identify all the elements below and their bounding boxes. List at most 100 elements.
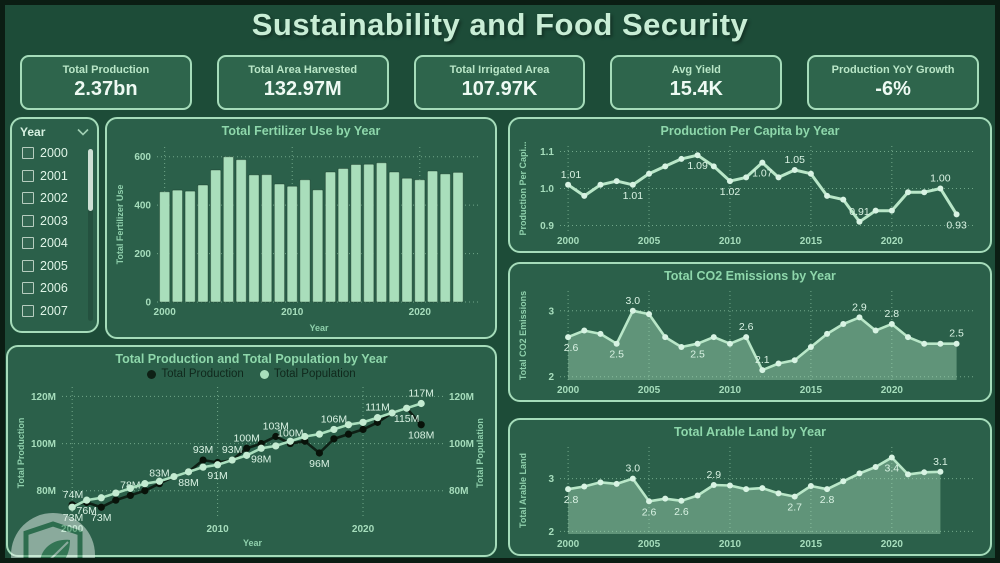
kpi-label: Total Area Harvested [248, 64, 358, 76]
svg-text:2010: 2010 [281, 307, 304, 318]
svg-text:2.6: 2.6 [642, 506, 657, 518]
checkbox-2002[interactable] [22, 192, 34, 205]
production-population-chart-panel: Total Production and Total Population by… [6, 345, 497, 557]
svg-text:2.6: 2.6 [564, 342, 579, 354]
svg-text:103M: 103M [263, 421, 289, 433]
slicer-item-2007[interactable]: 2007 [18, 300, 91, 323]
svg-text:2.8: 2.8 [885, 308, 900, 320]
kpi-value: -6% [875, 78, 911, 100]
svg-text:2015: 2015 [800, 385, 823, 396]
svg-text:100M: 100M [449, 439, 474, 450]
svg-text:1.01: 1.01 [561, 169, 582, 181]
series-co2 [565, 307, 960, 380]
svg-text:2010: 2010 [206, 524, 229, 535]
legend-item-total-population[interactable]: Total Population [259, 368, 356, 380]
svg-text:91M: 91M [207, 470, 227, 482]
slicer-header: Year [18, 124, 91, 142]
series-arable [565, 454, 944, 534]
svg-text:1.05: 1.05 [784, 154, 805, 166]
co2-emissions-chart-panel: Total CO2 Emissions by Year 2 3 2000 2005 20… [508, 262, 992, 402]
chevron-down-icon[interactable] [77, 128, 89, 136]
svg-text:100M: 100M [234, 432, 260, 444]
kpi-label: Total Irrigated Area [449, 64, 550, 76]
slicer-item-2006[interactable]: 2006 [18, 277, 91, 300]
svg-text:2.6: 2.6 [739, 321, 754, 333]
svg-text:2.9: 2.9 [852, 301, 867, 313]
kpi-card-total-production: Total Production 2.37bn [20, 55, 192, 110]
svg-text:2.5: 2.5 [690, 349, 705, 361]
svg-text:2000: 2000 [557, 385, 580, 396]
checkbox-2007[interactable] [22, 304, 34, 317]
svg-text:2.7: 2.7 [787, 502, 802, 514]
svg-text:2010: 2010 [719, 385, 742, 396]
svg-text:Total Fertilizer Use: Total Fertilizer Use [115, 185, 125, 265]
series-per_capita [565, 152, 960, 225]
svg-text:96M: 96M [309, 458, 329, 470]
svg-text:100M: 100M [277, 428, 303, 440]
svg-text:2005: 2005 [638, 236, 661, 247]
checkbox-2006[interactable] [22, 282, 34, 295]
kpi-label: Avg Yield [671, 64, 721, 76]
slicer-item-2005[interactable]: 2005 [18, 255, 91, 278]
checkbox-2001[interactable] [22, 169, 34, 182]
svg-text:0.9: 0.9 [540, 221, 554, 232]
legend-item-total-production[interactable]: Total Production [147, 368, 244, 380]
svg-text:2.5: 2.5 [609, 349, 624, 361]
svg-text:83M: 83M [149, 468, 169, 480]
slicer-scrollbar-thumb[interactable] [88, 149, 93, 211]
svg-text:200: 200 [134, 249, 151, 260]
data-labels: 2.8 3.0 2.6 2.6 2.9 2.7 2.8 3.4 3.1 [564, 456, 948, 519]
svg-text:Total Population: Total Population [475, 418, 485, 488]
kpi-label: Total Production [62, 64, 150, 76]
svg-text:1.09: 1.09 [687, 160, 708, 172]
slicer-item-2003[interactable]: 2003 [18, 210, 91, 233]
per-capita-chart: 0.9 1.0 1.1 2000 2005 2010 2015 2020 Production … [516, 139, 984, 253]
checkbox-2003[interactable] [22, 214, 34, 227]
slicer-item-2000[interactable]: 2000 [18, 142, 91, 165]
svg-text:0: 0 [145, 298, 151, 309]
slicer-item-2001[interactable]: 2001 [18, 165, 91, 188]
svg-text:3.4: 3.4 [885, 463, 900, 475]
svg-text:2000: 2000 [557, 539, 580, 550]
legend-label: Total Production [161, 368, 244, 380]
gridlines: 0 200 400 600 2000 2010 2020 [134, 147, 481, 318]
slicer-item-label: 2007 [40, 303, 68, 318]
kpi-card-production-yoy-growth: Production YoY Growth -6% [807, 55, 979, 110]
bars [159, 156, 464, 303]
slicer-item-2004[interactable]: 2004 [18, 232, 91, 255]
slicer-item-label: 2004 [40, 236, 68, 251]
kpi-row: Total Production 2.37bn Total Area Harve… [20, 55, 979, 110]
svg-text:74M: 74M [63, 489, 83, 501]
year-slicer[interactable]: Year 2000 2001 2002 2003 2004 2005 2006 2007 [10, 117, 99, 333]
svg-text:2000: 2000 [154, 307, 177, 318]
co2-emissions-chart: 2 3 2000 2005 2010 2015 2020 Total CO2 Emission… [516, 284, 984, 402]
svg-text:73M: 73M [91, 512, 111, 524]
svg-text:2.8: 2.8 [820, 494, 835, 506]
svg-text:106M: 106M [321, 413, 347, 425]
kpi-value: 132.97M [263, 78, 342, 100]
gridlines: 2 3 2000 2005 2010 2015 2020 [548, 447, 976, 550]
svg-text:1.1: 1.1 [540, 147, 554, 158]
svg-text:Year: Year [243, 538, 263, 548]
svg-text:3.0: 3.0 [626, 295, 641, 307]
slicer-scrollbar[interactable] [88, 149, 93, 321]
svg-text:2.9: 2.9 [706, 469, 721, 481]
slicer-list[interactable]: 2000 2001 2002 2003 2004 2005 2006 2007 [18, 142, 91, 326]
checkbox-2004[interactable] [22, 237, 34, 250]
svg-text:76M: 76M [77, 505, 97, 517]
checkbox-2005[interactable] [22, 259, 34, 272]
per_capita-chart-svg: 0.9 1.0 1.1 2000 2005 2010 2015 2020 Production … [518, 141, 976, 247]
fertilizer-chart-panel: Total Fertilizer Use by Year 0 200 400 600 2… [105, 117, 497, 339]
checkbox-2000[interactable] [22, 147, 34, 160]
svg-text:0.93: 0.93 [946, 219, 967, 231]
page-title: Sustainability and Food Security [251, 7, 749, 42]
svg-text:Total CO2 Emissions: Total CO2 Emissions [518, 291, 528, 380]
svg-text:2.6: 2.6 [674, 506, 689, 518]
svg-text:2.8: 2.8 [564, 494, 579, 506]
slicer-item-2002[interactable]: 2002 [18, 187, 91, 210]
chart-title: Total CO2 Emissions by Year [664, 269, 836, 283]
fertilizer-chart-svg: 0 200 400 600 2000 2010 2020 Total Fertilizer U… [115, 147, 481, 333]
data-labels: 1.01 1.01 1.09 1.02 1.07 1.05 0.91 1.00 0.93 [561, 154, 967, 231]
svg-text:1.00: 1.00 [930, 173, 951, 185]
